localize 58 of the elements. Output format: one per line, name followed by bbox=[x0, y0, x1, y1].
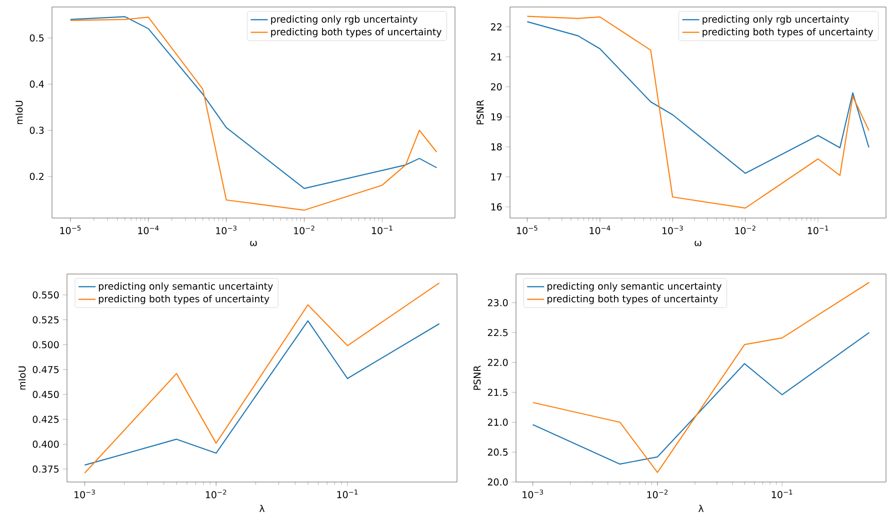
y-tick-label: 21.5 bbox=[488, 388, 508, 396]
x-tick-label: 10$^{−2}$ bbox=[647, 490, 668, 498]
x-tick-label: 10$^{−3}$ bbox=[74, 490, 95, 498]
y-tick-label: 0.425 bbox=[32, 416, 59, 423]
y-tick-label: 18 bbox=[491, 143, 502, 150]
x-tick-label: 10$^{−4}$ bbox=[590, 226, 610, 234]
legend-label: predicting only rgb uncertainty bbox=[702, 15, 850, 25]
x-axis-title: ω bbox=[694, 240, 702, 246]
y-tick-label: 22 bbox=[491, 23, 502, 30]
x-tick-label: 10$^{−5}$ bbox=[60, 226, 81, 234]
y-tick-label: 0.375 bbox=[32, 465, 59, 473]
legend-label: predicting both types of uncertainty bbox=[271, 28, 442, 38]
y-tick-label: 0.2 bbox=[30, 172, 44, 180]
x-tick-label: 10$^{−1}$ bbox=[337, 490, 358, 498]
y-tick-label: 0.3 bbox=[30, 126, 44, 134]
y-tick-label: 0.475 bbox=[32, 366, 59, 374]
legend-label: predicting only semantic uncertainty bbox=[548, 282, 722, 292]
y-tick-label: 22.0 bbox=[488, 358, 508, 366]
y-tick-label: 17 bbox=[491, 173, 502, 180]
x-tick-label: 10$^{−1}$ bbox=[372, 226, 392, 234]
x-axis-title: λ bbox=[259, 504, 265, 512]
legend-label: predicting only rgb uncertainty bbox=[271, 15, 418, 25]
y-tick-label: 0.450 bbox=[32, 390, 59, 398]
legend-label: predicting both types of uncertainty bbox=[702, 28, 874, 38]
y-tick-label: 16 bbox=[491, 203, 502, 210]
x-tick-label: 10$^{−2}$ bbox=[206, 490, 226, 498]
y-axis-title: mIoU bbox=[16, 100, 23, 124]
x-tick-label: 10$^{−4}$ bbox=[138, 226, 159, 234]
y-tick-label: 0.525 bbox=[32, 316, 59, 324]
y-tick-label: 21 bbox=[491, 53, 502, 60]
legend-label: predicting only semantic uncertainty bbox=[98, 282, 273, 292]
y-tick-label: 0.5 bbox=[30, 34, 44, 42]
y-tick-label: 0.400 bbox=[32, 440, 59, 448]
y-tick-label: 0.4 bbox=[30, 80, 44, 88]
x-tick-label: 10$^{−2}$ bbox=[294, 226, 314, 234]
x-tick-label: 10$^{−3}$ bbox=[522, 490, 543, 498]
x-axis-title: λ bbox=[698, 504, 704, 512]
x-tick-label: 10$^{−1}$ bbox=[772, 490, 792, 498]
x-tick-label: 10$^{−3}$ bbox=[662, 226, 683, 234]
x-tick-label: 10$^{−3}$ bbox=[216, 226, 236, 234]
y-tick-label: 0.550 bbox=[32, 291, 59, 298]
x-tick-label: 10$^{−5}$ bbox=[517, 226, 538, 234]
y-tick-label: 22.5 bbox=[488, 328, 508, 336]
y-tick-label: 19 bbox=[491, 113, 502, 120]
legend-label: predicting both types of uncertainty bbox=[548, 294, 718, 304]
y-tick-label: 20.0 bbox=[488, 478, 508, 486]
y-axis-title: PSNR bbox=[476, 100, 484, 124]
y-tick-label: 0.500 bbox=[32, 341, 59, 348]
y-axis-title: PSNR bbox=[474, 366, 481, 390]
x-tick-label: 10$^{−1}$ bbox=[808, 226, 828, 234]
y-axis-title: mIoU bbox=[18, 366, 26, 390]
y-tick-label: 20.5 bbox=[488, 448, 508, 456]
y-tick-label: 20 bbox=[491, 83, 502, 90]
y-tick-label: 23.0 bbox=[488, 299, 508, 306]
legend-label: predicting both types of uncertainty bbox=[98, 294, 270, 304]
x-axis-title: ω bbox=[250, 240, 257, 246]
x-tick-label: 10$^{−2}$ bbox=[735, 226, 756, 234]
y-tick-label: 21.0 bbox=[488, 418, 508, 426]
